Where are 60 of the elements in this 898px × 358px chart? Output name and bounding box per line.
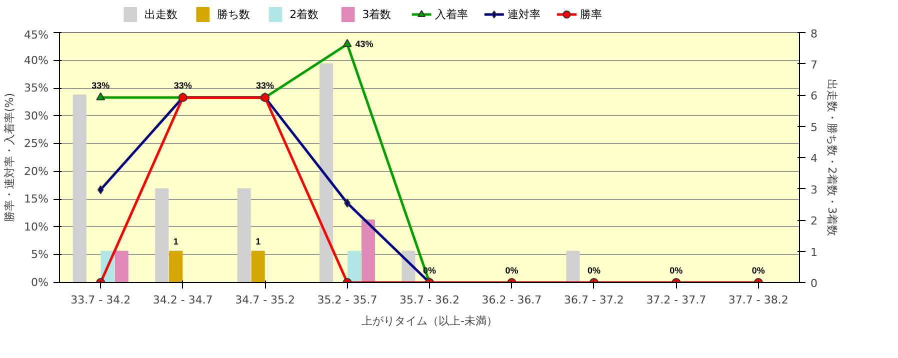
point xyxy=(97,185,104,194)
y-tick-label: 5% xyxy=(31,248,48,262)
data-label: 1 xyxy=(256,236,261,246)
bar xyxy=(169,250,183,282)
x-tick-label: 36.2 - 36.7 xyxy=(482,294,542,306)
point xyxy=(96,92,106,100)
x-tick-label: 37.7 - 38.2 xyxy=(728,294,788,306)
y2-tick-label: 7 xyxy=(810,58,818,72)
y2-axis-title: 出走数・勝ち数・2着数・3着数 xyxy=(826,79,838,236)
y2-tick-label: 0 xyxy=(810,277,818,290)
y2-tick-label: 6 xyxy=(810,90,818,102)
x-axis-title: 上がりタイム（以上-未満） xyxy=(362,314,498,328)
data-label: 0% xyxy=(505,266,518,276)
bar xyxy=(347,250,362,282)
bar xyxy=(237,188,251,282)
legend-label: 勝率 xyxy=(580,8,602,21)
y-axis-title: 勝率・連対率・入着率(%) xyxy=(3,92,16,222)
x-tick-label: 37.2 - 37.7 xyxy=(646,294,706,306)
y2-tick-label: 3 xyxy=(810,183,818,196)
y-tick-label: 45% xyxy=(24,28,49,42)
legend-label: 勝ち数 xyxy=(217,8,250,21)
y-tick-label: 15% xyxy=(24,192,49,206)
data-label: 0% xyxy=(752,266,765,276)
y-tick-label: 20% xyxy=(24,164,49,178)
bar xyxy=(320,63,334,282)
legend-label: 連対率 xyxy=(507,8,540,21)
y2-tick-label: 5 xyxy=(810,120,818,134)
legend-label: 出走数 xyxy=(144,8,178,21)
data-label: 0% xyxy=(587,266,600,276)
x-tick-label: 35.7 - 36.2 xyxy=(400,294,460,306)
y-tick-label: 25% xyxy=(24,137,49,150)
bar xyxy=(72,94,86,282)
y2-tick-label: 8 xyxy=(810,28,818,40)
data-label: 43% xyxy=(355,39,374,50)
y-tick-label: 30% xyxy=(24,109,49,122)
y2-tick-label: 4 xyxy=(810,152,818,165)
y2-tick-label: 2 xyxy=(810,214,818,228)
x-tick-label: 34.2 - 34.7 xyxy=(152,294,213,306)
bar xyxy=(361,220,376,282)
data-label: 33% xyxy=(92,80,110,90)
data-label: 33% xyxy=(256,80,274,90)
legend-label: 入着率 xyxy=(434,8,468,21)
x-tick-label: 34.7 - 35.2 xyxy=(235,294,296,306)
legend-label: 3着数 xyxy=(362,8,392,21)
y-tick-label: 10% xyxy=(24,220,49,234)
y-tick-label: 35% xyxy=(24,82,49,95)
x-tick-label: 33.7 - 34.2 xyxy=(70,294,131,306)
x-tick-label: 35.2 - 35.7 xyxy=(317,294,378,306)
data-label: 1 xyxy=(173,236,178,246)
bar xyxy=(251,250,265,282)
bar xyxy=(155,188,169,282)
bar xyxy=(114,250,128,282)
bar xyxy=(566,250,580,282)
x-tick-label: 36.7 - 37.2 xyxy=(564,294,624,306)
data-label: 33% xyxy=(174,80,192,90)
y-tick-label: 40% xyxy=(24,54,49,67)
y-tick-label: 0% xyxy=(31,276,48,289)
y2-tick-label: 1 xyxy=(810,246,818,259)
legend-label: 2着数 xyxy=(290,8,319,21)
data-label: 0% xyxy=(670,266,683,276)
